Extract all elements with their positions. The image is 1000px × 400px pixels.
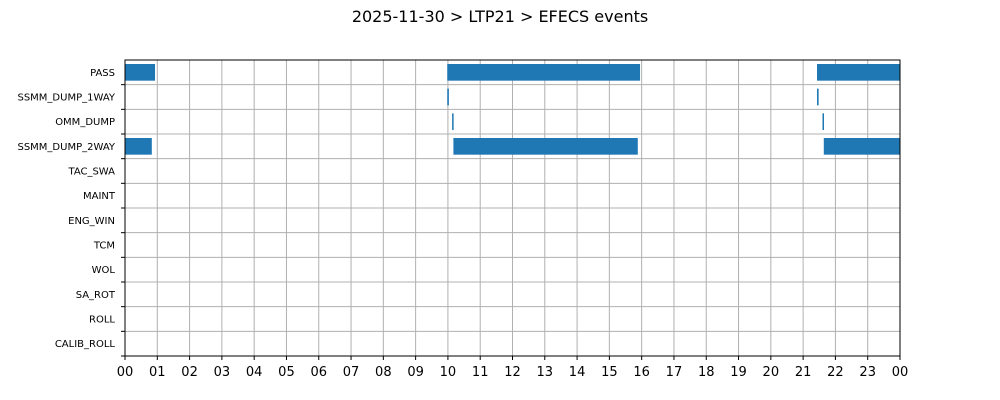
x-tick-label: 20	[763, 365, 780, 380]
event-bar-omm-dump	[452, 113, 454, 130]
x-tick-label: 05	[278, 365, 295, 380]
event-bar-pass	[447, 64, 641, 81]
event-bar-ssmm-dump-2way	[125, 138, 152, 155]
event-bar-ssmm-dump-1way	[817, 88, 819, 106]
x-tick-label: 01	[149, 365, 166, 380]
x-tick-label: 19	[730, 365, 747, 380]
y-category-label: WOL	[92, 265, 116, 276]
x-tick-label: 11	[472, 365, 489, 380]
x-tick-label: 18	[698, 365, 715, 380]
event-bar-ssmm-dump-1way	[447, 88, 449, 106]
x-tick-label: 08	[375, 365, 392, 380]
y-category-label: SA_ROT	[76, 290, 116, 301]
y-category-label: MAINT	[83, 191, 116, 202]
event-bar-pass	[817, 64, 900, 81]
y-category-label: ENG_WIN	[68, 216, 115, 227]
y-category-label: SSMM_DUMP_2WAY	[17, 142, 115, 153]
x-axis-labels: 00 01 02 03 04 05 06 07 08 09 10 11 12 13 14 15 16 17 18 19…	[117, 365, 909, 380]
y-axis-labels: PASS SSMM_DUMP_1WAY OMM_DUMP SSMM_DUMP_2WAY…	[17, 68, 115, 350]
x-tick-label: 13	[537, 365, 554, 380]
event-bars	[125, 64, 900, 155]
y-category-label: ROLL	[89, 315, 115, 326]
x-tick-label: 14	[569, 365, 586, 380]
x-tick-label: 21	[795, 365, 812, 380]
plot-frame	[124, 59, 901, 357]
x-tick-label: 07	[343, 365, 360, 380]
x-tick-label: 09	[407, 365, 424, 380]
x-tick-label: 15	[601, 365, 618, 380]
x-tick-label: 22	[827, 365, 844, 380]
event-bar-ssmm-dump-2way	[823, 138, 900, 155]
x-tick-label: 02	[181, 365, 198, 380]
y-category-label: SSMM_DUMP_1WAY	[17, 93, 115, 104]
x-tick-label: 17	[666, 365, 683, 380]
x-tick-label: 23	[859, 365, 876, 380]
x-tick-label: 12	[504, 365, 521, 380]
grid	[121, 60, 901, 360]
y-category-label: TCM	[93, 241, 115, 252]
y-category-label: CALIB_ROLL	[55, 339, 116, 350]
chart-title: 2025-11-30 > LTP21 > EFECS events	[352, 7, 648, 26]
y-category-label: PASS	[90, 68, 115, 79]
x-tick-label: 04	[246, 365, 263, 380]
x-tick-label: 06	[310, 365, 327, 380]
event-bar-omm-dump	[822, 113, 824, 130]
x-tick-label: 10	[440, 365, 457, 380]
y-category-label: TAC_SWA	[67, 167, 115, 178]
x-tick-label: 00	[892, 365, 909, 380]
event-bar-ssmm-dump-2way	[453, 138, 638, 155]
x-tick-label: 16	[633, 365, 650, 380]
event-bar-pass	[125, 64, 156, 81]
y-category-label: OMM_DUMP	[55, 117, 115, 128]
x-tick-label: 03	[214, 365, 231, 380]
x-tick-label: 00	[117, 365, 134, 380]
